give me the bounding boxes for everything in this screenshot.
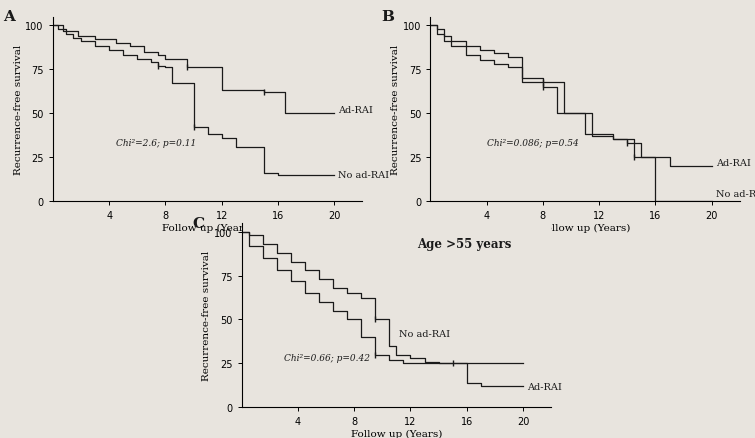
Y-axis label: Recurrence-free survival: Recurrence-free survival: [202, 251, 211, 380]
Text: No ad-RAI: No ad-RAI: [716, 190, 755, 199]
Text: Chi²=0.66; p=0.42: Chi²=0.66; p=0.42: [284, 353, 370, 362]
Text: Ad-RAI: Ad-RAI: [527, 382, 562, 391]
Text: C: C: [192, 216, 204, 230]
Text: Ad-RAI: Ad-RAI: [716, 159, 751, 167]
Text: No ad-RAI: No ad-RAI: [338, 171, 390, 180]
Text: Chi²=2.6; p=0.11: Chi²=2.6; p=0.11: [116, 138, 196, 148]
X-axis label: Follow up (Years): Follow up (Years): [162, 223, 254, 232]
X-axis label: Follow up (Years): Follow up (Years): [350, 429, 442, 438]
X-axis label: Follow up (Years): Follow up (Years): [539, 223, 631, 232]
Text: No ad-RAI: No ad-RAI: [399, 329, 450, 338]
Text: B: B: [381, 10, 394, 24]
Text: Chi²=0.086; p=0.54: Chi²=0.086; p=0.54: [487, 138, 578, 148]
Y-axis label: Recurrence-free survival: Recurrence-free survival: [391, 45, 400, 174]
Text: Age >55 years: Age >55 years: [418, 237, 512, 251]
Text: Ad-RAI: Ad-RAI: [338, 106, 374, 115]
Text: A: A: [3, 10, 15, 24]
Y-axis label: Recurrence-free survival: Recurrence-free survival: [14, 45, 23, 174]
